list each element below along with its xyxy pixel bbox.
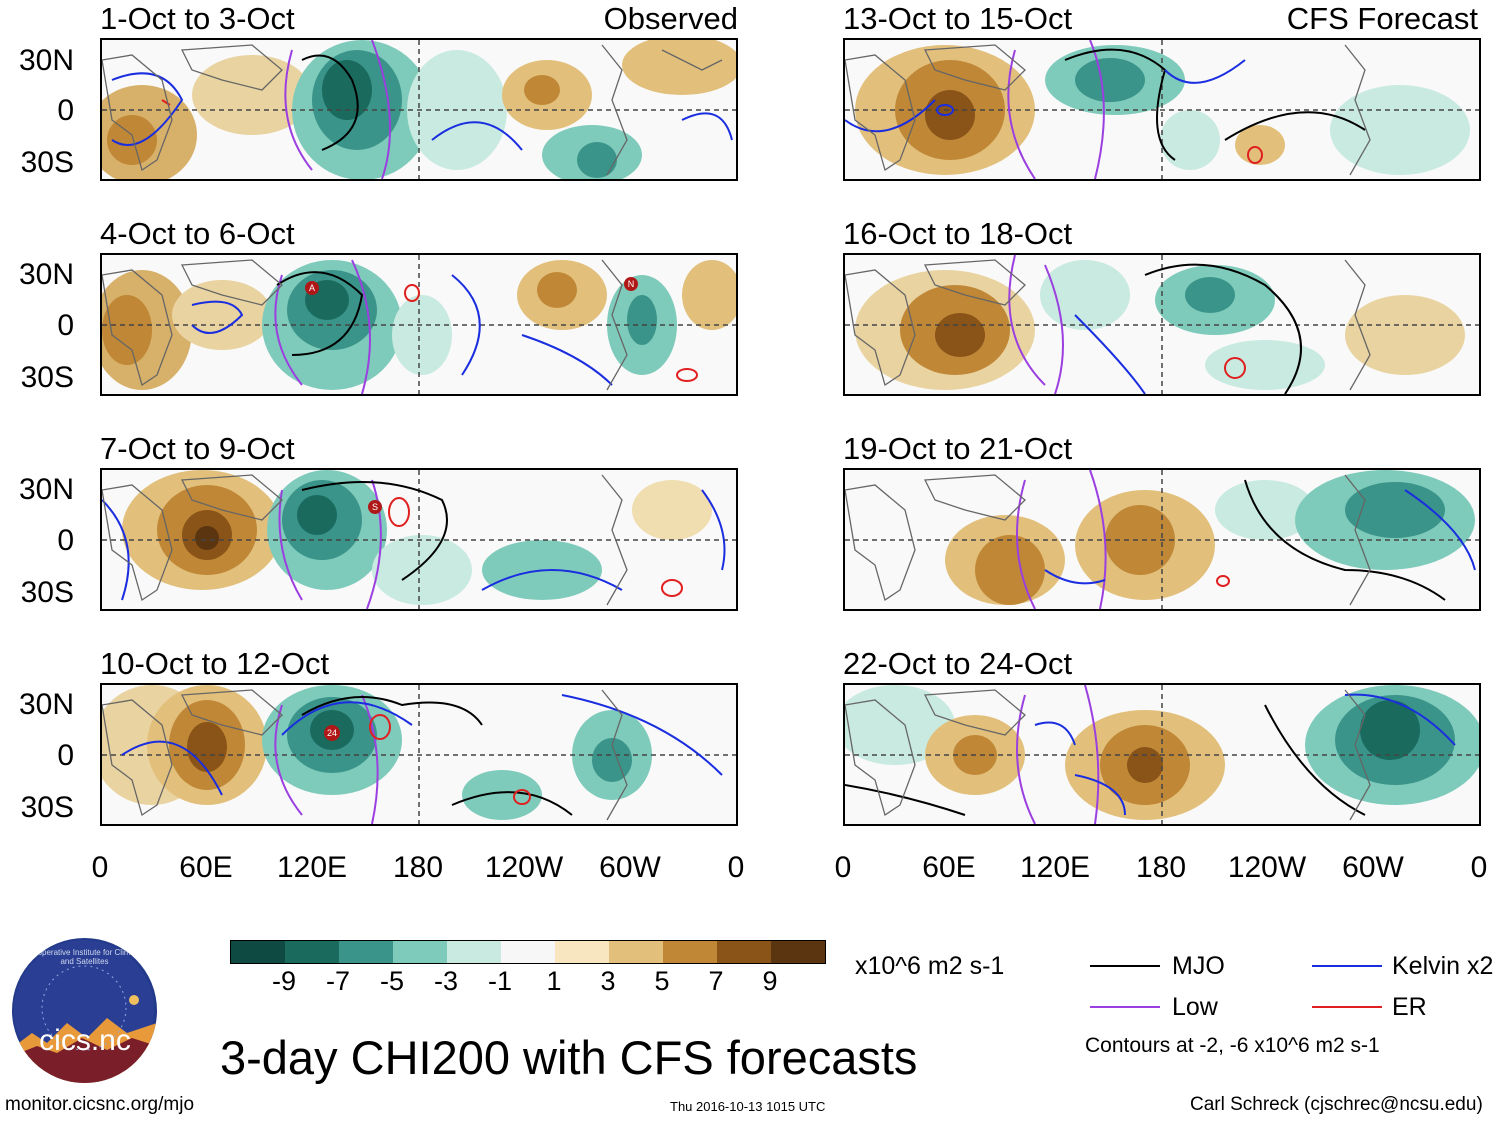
colorbar-swatch xyxy=(339,941,393,963)
lon-label-120w: 120W xyxy=(1227,851,1307,884)
map-panel-4: 24 xyxy=(100,683,738,826)
cics-logo: cics.nc Cooperative Institute for Climat… xyxy=(12,938,157,1083)
colorbar-swatch xyxy=(501,941,555,963)
footer-url: monitor.cicsnc.org/mjo xyxy=(5,1094,195,1115)
lon-label-0: 0 xyxy=(91,851,109,884)
panel-title-1: 1-Oct to 3-Oct xyxy=(100,1,295,36)
storm-marker-s: S xyxy=(368,500,382,514)
colorbar-label: 7 xyxy=(708,966,724,996)
map-panel-1 xyxy=(100,38,738,181)
storm-marker-24: 24 xyxy=(324,725,340,741)
colorbar-label: 1 xyxy=(546,966,562,996)
cfs-forecast-label: CFS Forecast xyxy=(1286,1,1478,36)
figure-title: 3-day CHI200 with CFS forecasts xyxy=(220,1031,918,1084)
colorbar-swatch xyxy=(231,941,285,963)
legend-label-low: Low xyxy=(1172,993,1218,1021)
lon-label-180: 180 xyxy=(1135,851,1187,884)
colorbar xyxy=(230,940,826,964)
map-panel-5 xyxy=(843,38,1481,181)
colorbar-swatch xyxy=(609,941,663,963)
lon-label-0: 0 xyxy=(834,851,852,884)
colorbar-label: -1 xyxy=(487,966,512,996)
map-panel-8 xyxy=(843,683,1481,826)
legend-label-mjo: MJO xyxy=(1172,952,1225,980)
colorbar-label: -5 xyxy=(379,966,404,996)
lat-label-30s: 30S xyxy=(20,361,74,394)
lat-label-30n: 30N xyxy=(18,473,74,506)
legend-line-mjo xyxy=(1090,965,1160,967)
legend-line-er xyxy=(1312,1006,1382,1008)
panel-title-7: 19-Oct to 21-Oct xyxy=(843,431,1073,466)
lon-label-60w: 60W xyxy=(599,851,661,884)
map-panel-7 xyxy=(843,468,1481,611)
colorbar-swatch xyxy=(285,941,339,963)
contour-note: Contours at -2, -6 x10^6 m2 s-1 xyxy=(1085,1034,1380,1057)
lon-label-120w: 120W xyxy=(484,851,564,884)
logo-ring-text: Cooperative Institute for Climate and Sa… xyxy=(27,948,142,966)
observed-label: Observed xyxy=(603,1,738,36)
lon-label-120e: 120E xyxy=(276,851,348,884)
colorbar-label: -7 xyxy=(325,966,350,996)
lat-label-eq: 0 xyxy=(57,739,74,772)
map-panel-6 xyxy=(843,253,1481,396)
storm-marker-a: A xyxy=(305,281,319,295)
panel-title-5: 13-Oct to 15-Oct xyxy=(843,1,1073,36)
legend-label-er: ER xyxy=(1392,993,1427,1021)
storm-marker-n: N xyxy=(624,277,638,291)
colorbar-units: x10^6 m2 s-1 xyxy=(855,952,1005,980)
lat-label-30n: 30N xyxy=(18,44,74,77)
lon-label-60e: 60E xyxy=(922,851,976,884)
colorbar-swatch xyxy=(663,941,717,963)
lat-label-eq: 0 xyxy=(57,524,74,557)
lat-label-eq: 0 xyxy=(57,309,74,342)
colorbar-label: -9 xyxy=(271,966,296,996)
colorbar-swatch xyxy=(555,941,609,963)
panel-title-4: 10-Oct to 12-Oct xyxy=(100,646,330,681)
map-panel-3: S xyxy=(100,468,738,611)
legend-line-kelvin xyxy=(1312,965,1382,967)
lat-label-30n: 30N xyxy=(18,688,74,721)
colorbar-swatch xyxy=(717,941,771,963)
lon-label-180: 180 xyxy=(392,851,444,884)
panel-title-6: 16-Oct to 18-Oct xyxy=(843,216,1073,251)
lat-label-30n: 30N xyxy=(18,258,74,291)
footer-timestamp: Thu 2016-10-13 1015 UTC xyxy=(670,1099,826,1114)
map-panel-2: A N xyxy=(100,253,738,396)
colorbar-label: 5 xyxy=(654,966,670,996)
colorbar-label: -3 xyxy=(433,966,458,996)
legend-line-low xyxy=(1090,1006,1160,1008)
lon-label-0: 0 xyxy=(727,851,745,884)
footer-author: Carl Schreck (cjschrec@ncsu.edu) xyxy=(1190,1094,1483,1115)
colorbar-swatch xyxy=(447,941,501,963)
lon-label-120e: 120E xyxy=(1019,851,1091,884)
colorbar-swatch xyxy=(393,941,447,963)
colorbar-label: 9 xyxy=(762,966,778,996)
lon-label-60w: 60W xyxy=(1342,851,1404,884)
logo-text: cics.nc xyxy=(39,1024,131,1057)
lat-label-30s: 30S xyxy=(20,791,74,824)
lat-label-eq: 0 xyxy=(57,94,74,127)
lat-label-30s: 30S xyxy=(20,576,74,609)
panel-title-2: 4-Oct to 6-Oct xyxy=(100,216,295,251)
panel-title-8: 22-Oct to 24-Oct xyxy=(843,646,1073,681)
legend-label-kelvin: Kelvin x2 xyxy=(1392,952,1494,980)
panel-title-3: 7-Oct to 9-Oct xyxy=(100,431,295,466)
lat-label-30s: 30S xyxy=(20,146,74,179)
colorbar-label: 3 xyxy=(600,966,616,996)
lon-label-0: 0 xyxy=(1470,851,1488,884)
lon-label-60e: 60E xyxy=(179,851,233,884)
colorbar-swatch xyxy=(771,941,825,963)
